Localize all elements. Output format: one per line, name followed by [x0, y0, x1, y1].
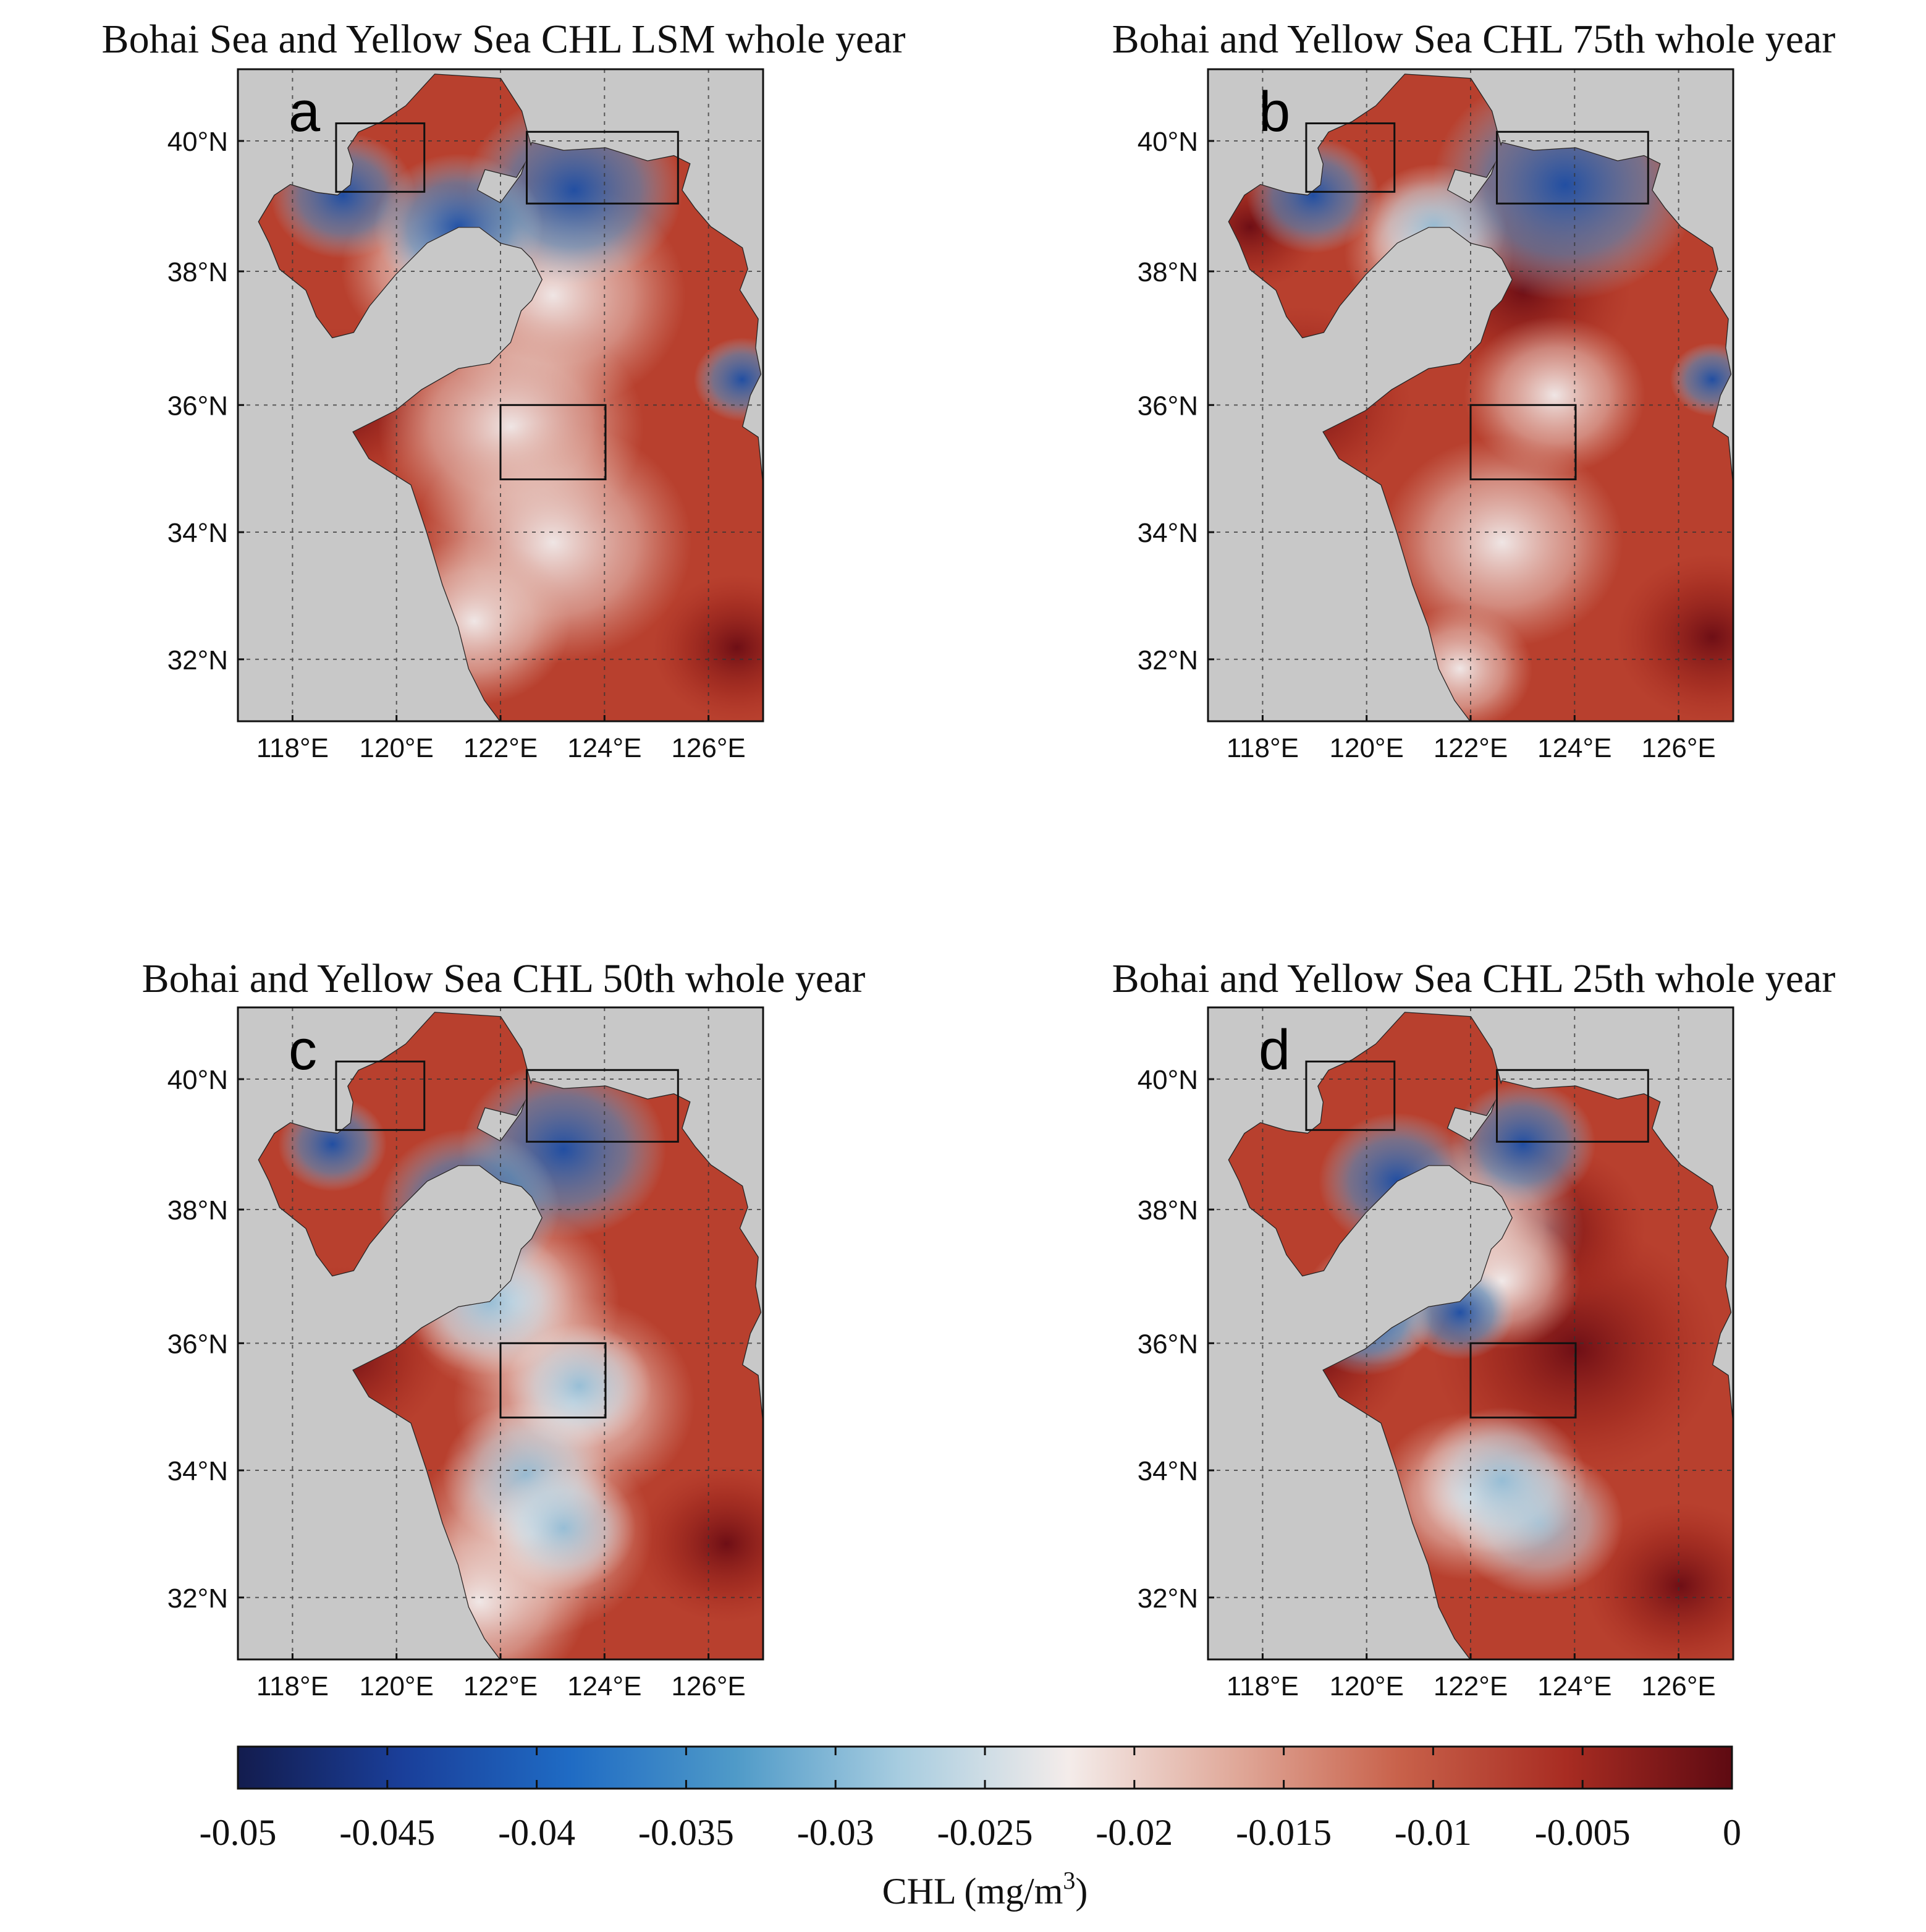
map-panel-b: Bohai and Yellow Sea CHL 75th whole year… [1112, 17, 1836, 763]
colorbar-tick-label: -0.045 [339, 1812, 435, 1853]
colorbar-ticks: -0.05 -0.045 -0.04 -0.035 -0.03 -0.025 -0.02 -0… [200, 1747, 1741, 1853]
lon-tick-label: 118°E [1227, 733, 1299, 763]
study-box [499, 404, 607, 481]
study-box [1469, 404, 1577, 481]
study-box [1496, 130, 1649, 205]
panel-title: Bohai and Yellow Sea CHL 50th whole year [142, 956, 866, 1001]
colorbar-label: CHL (mg/m3) [882, 1866, 1088, 1912]
study-boxes [1305, 1061, 1649, 1419]
lon-tick-label: 118°E [256, 1671, 329, 1701]
study-box [526, 1069, 679, 1143]
lat-tick-label: 36°N [1138, 391, 1198, 421]
colorbar-tick-label: 0 [1723, 1812, 1741, 1853]
lat-tick-label: 38°N [167, 257, 228, 287]
study-box [1305, 1061, 1396, 1131]
lon-tick-label: 126°E [671, 1671, 745, 1701]
lat-tick-label: 32°N [1138, 645, 1198, 676]
lon-tick-label: 126°E [1641, 1671, 1715, 1701]
lat-tick-label: 34°N [1138, 1456, 1198, 1486]
lon-tick-label: 124°E [1537, 733, 1611, 763]
study-box [1469, 1342, 1577, 1419]
colorbar-tick-label: -0.015 [1236, 1812, 1332, 1853]
panel-letter: a [289, 80, 321, 143]
lon-tick-label: 124°E [567, 733, 641, 763]
lat-tick-label: 38°N [1138, 257, 1198, 287]
colorbar-tick-label: -0.04 [498, 1812, 575, 1853]
colorbar-tick-label: -0.05 [200, 1812, 277, 1853]
lon-tick-label: 120°E [360, 733, 434, 763]
graticule [1208, 69, 1733, 721]
colorbar-tick-label: -0.005 [1535, 1812, 1631, 1853]
lat-tick-label: 40°N [1138, 1065, 1198, 1095]
study-box [335, 1061, 426, 1131]
colorbar-tick-label: -0.02 [1096, 1812, 1173, 1853]
lat-tick-label: 36°N [1138, 1329, 1198, 1359]
graticule [1208, 1007, 1733, 1659]
map-panel-c: Bohai and Yellow Sea CHL 50th whole year… [142, 956, 866, 1701]
colorbar: -0.05 -0.045 -0.04 -0.035 -0.03 -0.025 -0.02 -0… [200, 1745, 1741, 1912]
lon-tick-label: 120°E [1330, 733, 1404, 763]
study-box [499, 1342, 607, 1419]
lat-tick-label: 32°N [167, 645, 228, 676]
colorbar-tick-label: -0.035 [638, 1812, 734, 1853]
study-box [526, 130, 679, 205]
lon-tick-label: 122°E [1434, 1671, 1508, 1701]
lat-tick-label: 32°N [1138, 1583, 1198, 1614]
lon-tick-label: 126°E [1641, 733, 1715, 763]
study-boxes [335, 1061, 679, 1419]
panel-letter: d [1259, 1019, 1290, 1082]
panel-title: Bohai and Yellow Sea CHL 75th whole year [1112, 17, 1836, 62]
study-box [335, 122, 426, 193]
colorbar-tick-label: -0.01 [1395, 1812, 1472, 1853]
map-panel-a: Bohai Sea and Yellow Sea CHL LSM whole y… [102, 17, 906, 763]
lon-tick-label: 120°E [1330, 1671, 1404, 1701]
lon-tick-label: 124°E [1537, 1671, 1611, 1701]
map-panel-d: Bohai and Yellow Sea CHL 25th whole year… [1112, 956, 1836, 1701]
colorbar-tick-label: -0.03 [797, 1812, 874, 1853]
study-box [1305, 122, 1396, 193]
lon-tick-label: 118°E [1227, 1671, 1299, 1701]
lat-tick-label: 36°N [167, 391, 228, 421]
lon-tick-label: 118°E [256, 733, 329, 763]
lat-tick-label: 38°N [1138, 1195, 1198, 1226]
study-boxes [1305, 122, 1649, 481]
lat-tick-label: 40°N [1138, 127, 1198, 157]
lat-tick-label: 36°N [167, 1329, 228, 1359]
lon-tick-label: 122°E [463, 1671, 538, 1701]
lon-tick-label: 126°E [671, 733, 745, 763]
lat-tick-label: 32°N [167, 1583, 228, 1614]
lon-tick-label: 122°E [463, 733, 538, 763]
lat-tick-label: 40°N [167, 127, 228, 157]
lat-tick-label: 38°N [167, 1195, 228, 1226]
colorbar-tick-label: -0.025 [937, 1812, 1033, 1853]
lat-tick-label: 34°N [1138, 518, 1198, 548]
panel-letter: c [289, 1019, 317, 1082]
study-boxes [335, 122, 679, 481]
lat-tick-label: 40°N [167, 1065, 228, 1095]
panel-title: Bohai and Yellow Sea CHL 25th whole year [1112, 956, 1836, 1001]
study-box [1496, 1069, 1649, 1143]
lat-tick-label: 34°N [167, 1456, 228, 1486]
lon-tick-label: 124°E [567, 1671, 641, 1701]
panel-letter: b [1259, 80, 1290, 143]
lon-tick-label: 120°E [360, 1671, 434, 1701]
lat-tick-label: 34°N [167, 518, 228, 548]
lon-tick-label: 122°E [1434, 733, 1508, 763]
map-panels: Bohai Sea and Yellow Sea CHL LSM whole y… [102, 17, 1836, 1701]
panel-title: Bohai Sea and Yellow Sea CHL LSM whole y… [102, 17, 906, 62]
